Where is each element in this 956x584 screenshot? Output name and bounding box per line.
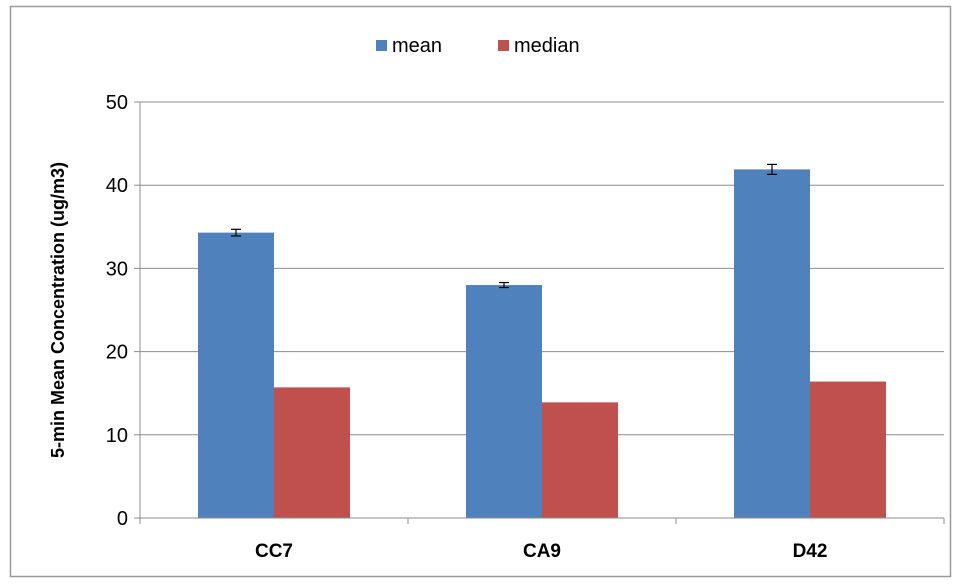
bar-mean-cc7 [198, 232, 274, 518]
legend-swatch-mean [376, 40, 387, 51]
legend: mean median [376, 35, 580, 57]
y-tick-label: 40 [106, 175, 128, 197]
y-tick-label: 30 [106, 258, 128, 280]
bar-mean-d42 [734, 169, 810, 518]
x-tick-label: D42 [793, 541, 828, 562]
bars [198, 163, 886, 518]
bar-median-d42 [810, 381, 886, 518]
y-tick-label: 20 [106, 342, 128, 364]
axes: 0 10 20 30 40 50 CC7 CA9 D42 [106, 92, 945, 562]
legend-label-median: median [514, 35, 580, 57]
legend-swatch-median [498, 40, 509, 51]
bar-median-cc7 [274, 387, 350, 518]
y-axis-label: 5-min Mean Concentration (ug/m3) [48, 162, 68, 458]
y-tick-label: 10 [106, 425, 128, 447]
bar-median-ca9 [542, 402, 618, 518]
y-tick-label: 0 [117, 508, 128, 530]
x-tick-label: CC7 [255, 541, 293, 562]
legend-label-mean: mean [392, 35, 442, 57]
x-tick-label: CA9 [523, 541, 561, 562]
y-tick-label: 50 [106, 92, 128, 114]
bar-mean-ca9 [466, 285, 542, 518]
